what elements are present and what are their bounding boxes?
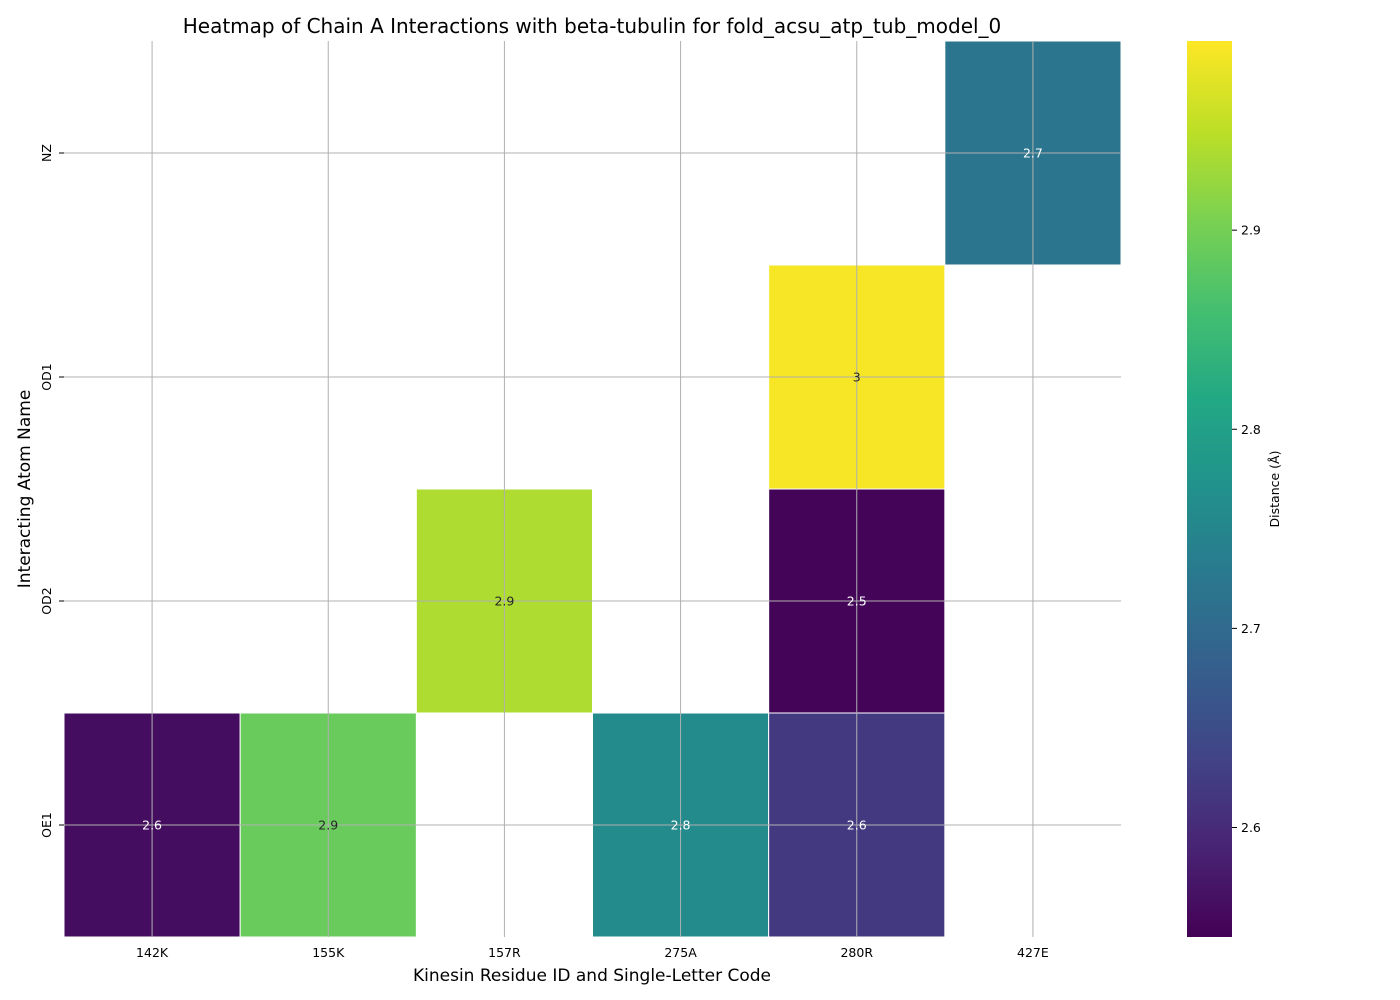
x-tick-label: 142K: [136, 945, 169, 960]
colorbar-tick-label: 2.6: [1241, 820, 1261, 835]
colorbar-label: Distance (Å): [1267, 451, 1282, 528]
cell-value-label: 3: [853, 370, 861, 385]
colorbar: [1187, 41, 1232, 937]
cell-value-label: 2.8: [671, 818, 691, 833]
cell-value-label: 2.9: [318, 818, 338, 833]
cell-value-label: 2.5: [847, 594, 867, 609]
x-tick-label: 427E: [1017, 945, 1049, 960]
colorbar-tick-label: 2.7: [1241, 621, 1261, 636]
x-axis-label: Kinesin Residue ID and Single-Letter Cod…: [413, 966, 771, 986]
cell-value-label: 2.9: [494, 594, 514, 609]
x-tick-label: 155K: [312, 945, 345, 960]
colorbar-tick-label: 2.8: [1241, 422, 1261, 437]
y-tick-label: OD1: [39, 363, 54, 390]
cell-value-label: 2.7: [1023, 146, 1043, 161]
y-tick-label: OD2: [39, 587, 54, 614]
x-tick-label: 280R: [840, 945, 873, 960]
colorbar-tick-label: 2.9: [1241, 223, 1261, 238]
y-axis-label: Interacting Atom Name: [15, 390, 35, 589]
cell-value-label: 2.6: [847, 818, 867, 833]
y-tick-label: OE1: [39, 812, 54, 838]
y-tick-label: NZ: [39, 144, 54, 162]
chart-title: Heatmap of Chain A Interactions with bet…: [183, 14, 1002, 38]
x-tick-label: 157R: [488, 945, 521, 960]
cell-value-label: 2.6: [142, 818, 162, 833]
x-tick-label: 275A: [664, 945, 697, 960]
